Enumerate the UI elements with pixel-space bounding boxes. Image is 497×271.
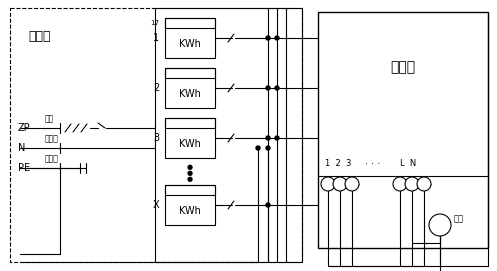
Text: X: X	[153, 200, 159, 210]
Bar	[165, 185, 215, 225]
Text: ZP: ZP	[18, 123, 31, 133]
Circle shape	[333, 177, 347, 191]
Text: 均分器: 均分器	[391, 60, 415, 74]
Text: KWh: KWh	[179, 206, 201, 216]
Text: 3: 3	[153, 133, 159, 143]
Bar	[165, 68, 215, 108]
Circle shape	[266, 136, 270, 140]
Bar	[165, 18, 215, 58]
Circle shape	[266, 86, 270, 90]
Circle shape	[417, 177, 431, 191]
Text: N: N	[18, 143, 25, 153]
Text: 2: 2	[153, 83, 159, 93]
Bar	[165, 185, 215, 195]
Bar	[10, 8, 302, 262]
Circle shape	[266, 203, 270, 207]
Bar	[165, 118, 215, 128]
Bar	[155, 8, 302, 262]
Text: 1: 1	[153, 33, 159, 43]
Text: 负载: 负载	[454, 215, 464, 224]
Circle shape	[405, 177, 419, 191]
Circle shape	[275, 36, 279, 40]
Bar	[318, 12, 488, 248]
Circle shape	[345, 177, 359, 191]
Circle shape	[266, 36, 270, 40]
Circle shape	[266, 146, 270, 150]
Bar	[165, 68, 215, 78]
Text: 电表笱: 电表笱	[28, 30, 51, 43]
Circle shape	[275, 136, 279, 140]
Circle shape	[321, 177, 335, 191]
Text: 1  2  3: 1 2 3	[325, 160, 351, 169]
Text: ●: ●	[187, 176, 193, 182]
Text: KWh: KWh	[179, 139, 201, 149]
Text: 总地排: 总地排	[45, 154, 59, 163]
Text: L  N: L N	[400, 160, 416, 169]
Text: KWh: KWh	[179, 39, 201, 49]
Text: · · ·: · · ·	[365, 159, 380, 169]
Text: PE: PE	[18, 163, 30, 173]
Text: 电源: 电源	[45, 115, 54, 124]
Text: 总零排: 总零排	[45, 134, 59, 144]
Circle shape	[393, 177, 407, 191]
Circle shape	[256, 146, 260, 150]
Bar	[165, 18, 215, 28]
Circle shape	[275, 86, 279, 90]
Circle shape	[429, 214, 451, 236]
Bar	[165, 118, 215, 158]
Text: KWh: KWh	[179, 89, 201, 99]
Text: 17: 17	[150, 20, 159, 26]
Text: ●: ●	[187, 170, 193, 176]
Text: ●: ●	[187, 164, 193, 170]
